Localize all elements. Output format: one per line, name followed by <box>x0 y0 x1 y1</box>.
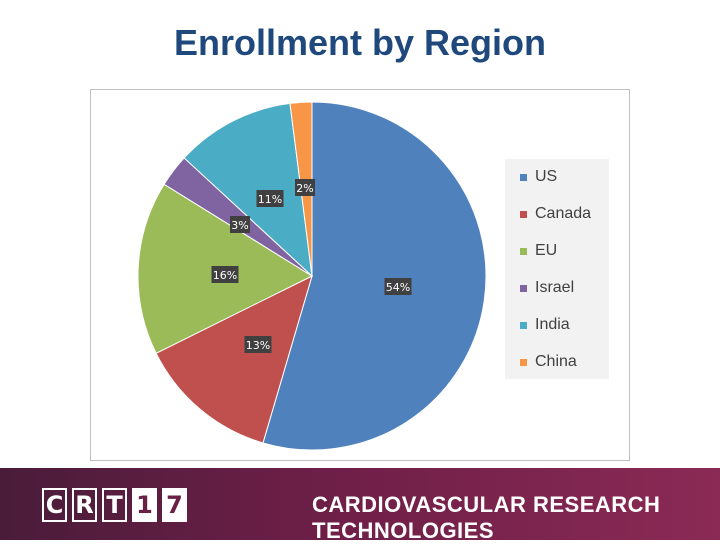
data-label-india: 11% <box>256 190 284 207</box>
data-label-israel: 3% <box>230 216 250 233</box>
data-label-china: 2% <box>295 179 315 196</box>
legend-label-china: China <box>535 353 577 370</box>
data-label-bg-israel <box>230 216 250 233</box>
legend-label-us: US <box>535 168 558 185</box>
legend-swatch-canada <box>520 210 527 218</box>
data-label-text-china: 2% <box>296 182 313 195</box>
data-label-text-eu: 16% <box>213 269 237 282</box>
chart-legend: US Canada EU Israel India China <box>505 159 609 379</box>
data-label-text-israel: 3% <box>231 219 248 232</box>
legend-label-eu: EU <box>535 242 558 259</box>
pie-slice-india <box>183 102 313 278</box>
legend-item-us: US <box>520 167 557 187</box>
data-label-us: 54% <box>384 278 412 295</box>
legend-item-china: China <box>520 352 577 372</box>
legend-item-canada: Canada <box>520 204 591 224</box>
slide-title: Enrollment by Region <box>173 22 547 63</box>
data-label-canada: 13% <box>244 336 272 353</box>
crt17-logo: C R T 1 7 <box>42 488 192 522</box>
data-label-bg-eu <box>211 266 239 283</box>
data-label-bg-india <box>256 190 284 207</box>
pie-chart: 54% 13% 16% 3% 11% 2% <box>137 101 487 451</box>
legend-label-canada: Canada <box>535 205 592 222</box>
legend-swatch-eu <box>520 247 527 255</box>
footer-organization-text: CARDIOVASCULAR RESEARCH TECHNOLOGIES <box>312 492 661 543</box>
legend-item-israel: Israel <box>520 278 574 298</box>
footer-banner <box>0 468 720 540</box>
legend-swatch-israel <box>520 284 527 292</box>
logo-digit-7: 7 <box>162 488 187 522</box>
logo-digit-1: 1 <box>132 488 157 522</box>
logo-letter-c: C <box>42 488 67 522</box>
pie-slice-us <box>262 101 487 451</box>
data-label-eu: 16% <box>211 266 239 283</box>
data-label-bg-china <box>295 179 315 196</box>
data-label-text-us: 54% <box>386 281 410 294</box>
logo-letter-r: R <box>72 488 97 522</box>
legend-item-india: India <box>520 315 570 335</box>
logo-letter-t: T <box>102 488 127 522</box>
legend-item-eu: EU <box>520 241 557 261</box>
legend-label-india: India <box>535 316 570 333</box>
data-label-text-india: 11% <box>258 193 282 206</box>
legend-swatch-china <box>520 358 527 366</box>
legend-swatch-india <box>520 321 527 329</box>
data-label-bg-canada <box>244 336 272 353</box>
data-label-text-canada: 13% <box>246 339 270 352</box>
pie-slice-canada <box>155 275 313 444</box>
legend-label-israel: Israel <box>535 279 575 296</box>
data-label-bg-us <box>384 278 412 295</box>
legend-swatch-us <box>520 173 527 181</box>
